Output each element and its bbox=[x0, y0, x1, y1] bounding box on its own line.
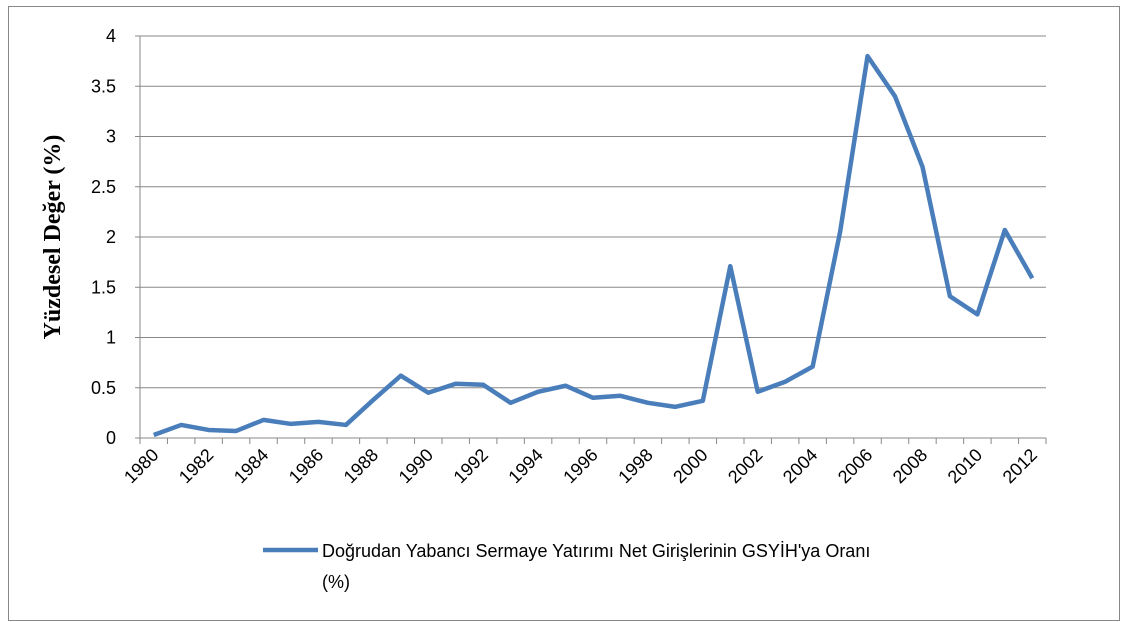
y-tick-label: 1 bbox=[106, 328, 116, 348]
y-tick-label: 2 bbox=[106, 227, 116, 247]
y-tick-label: 4 bbox=[106, 26, 116, 46]
y-tick-label: 2.5 bbox=[91, 177, 116, 197]
y-tick-label: 3 bbox=[106, 127, 116, 147]
data-line bbox=[152, 53, 1035, 438]
y-tick-label: 0 bbox=[106, 428, 116, 448]
y-tick-label: 0.5 bbox=[91, 378, 116, 398]
y-tick-label: 3.5 bbox=[91, 76, 116, 96]
chart-frame bbox=[8, 6, 1120, 621]
y-tick-label: 1.5 bbox=[91, 277, 116, 297]
legend-label: Doğrudan Yabancı Sermaye Yatırımı Net Gi… bbox=[322, 541, 871, 592]
y-axis-label: Yüzdesel Değer (%) bbox=[40, 135, 66, 340]
